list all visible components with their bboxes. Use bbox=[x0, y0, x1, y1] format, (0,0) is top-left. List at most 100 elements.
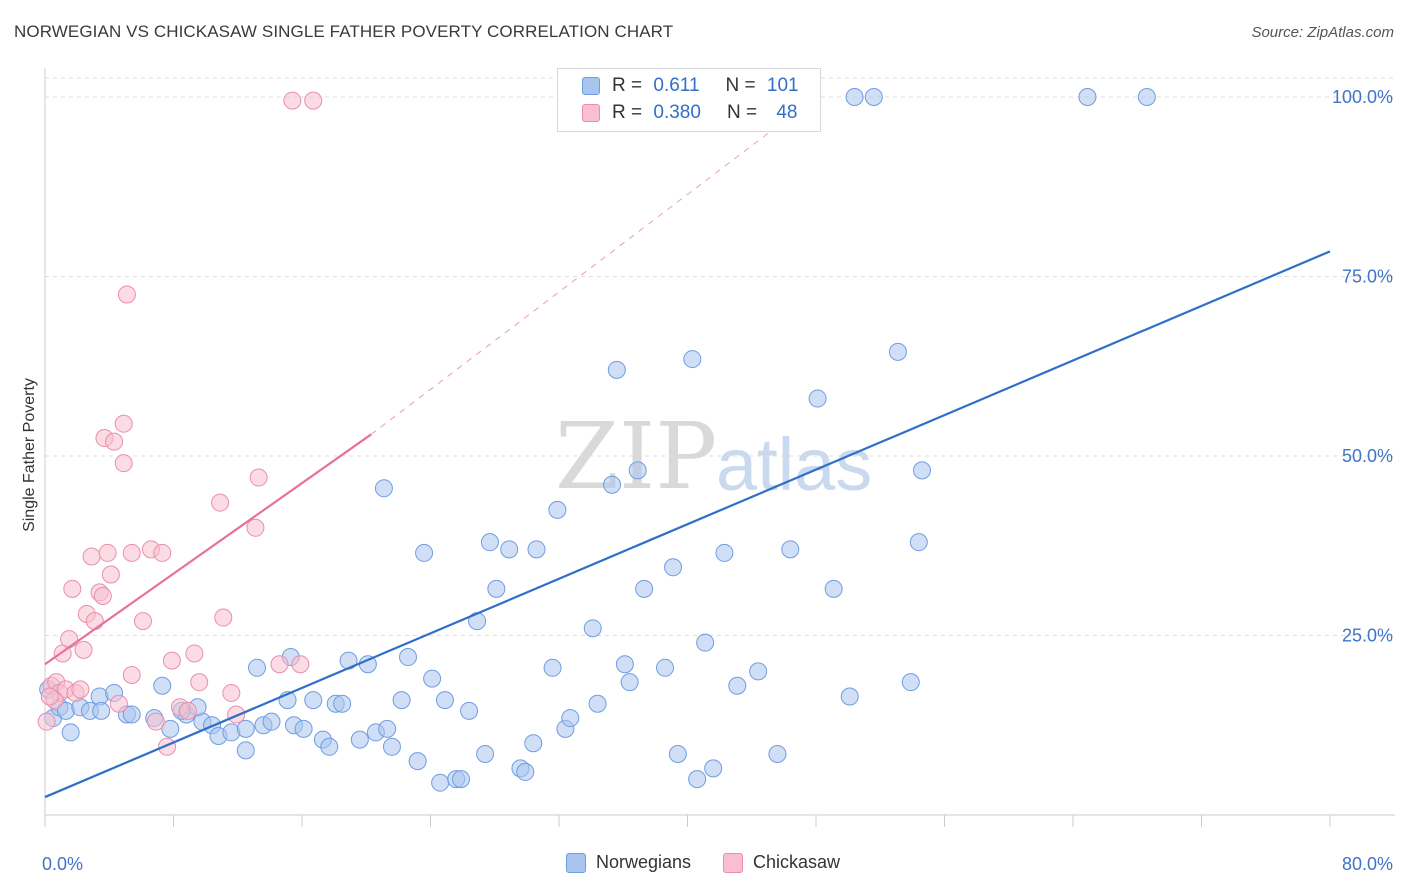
chickasaw-point bbox=[122, 665, 141, 684]
chickasaw-point bbox=[190, 673, 209, 692]
norwegians-point bbox=[350, 730, 369, 749]
watermark-atlas: atlas bbox=[716, 423, 872, 506]
stats-row-chickasaw: R = 0.380 N = 48 bbox=[582, 100, 797, 126]
chart-title: NORWEGIAN VS CHICKASAW SINGLE FATHER POV… bbox=[14, 22, 674, 41]
legend-label: Norwegians bbox=[595, 852, 691, 872]
r-label: R = bbox=[612, 75, 643, 96]
stats-legend: R = 0.611 N = 101 R = 0.380 N = 48 bbox=[557, 68, 821, 132]
norwegians-point bbox=[603, 475, 622, 494]
chickasaw-point bbox=[185, 644, 204, 663]
chickasaw-point bbox=[101, 565, 120, 584]
norwegians-point bbox=[248, 658, 267, 677]
legend-label: Chickasaw bbox=[753, 852, 841, 872]
norwegians-point bbox=[392, 691, 411, 710]
chickasaw-point bbox=[246, 518, 265, 537]
norwegians-point bbox=[683, 350, 702, 369]
series-legend: Norwegians Chickasaw bbox=[0, 852, 1406, 873]
norwegians-point bbox=[781, 540, 800, 559]
chickasaw-trend-extension bbox=[370, 96, 817, 435]
norwegians-point bbox=[527, 540, 546, 559]
chickasaw-point bbox=[37, 712, 56, 731]
chickasaw-point bbox=[122, 543, 141, 562]
norwegians-point bbox=[635, 579, 654, 598]
norwegians-point bbox=[607, 360, 626, 379]
chickasaw-point bbox=[162, 651, 181, 670]
chickasaw-point bbox=[60, 630, 79, 649]
norwegians-point bbox=[487, 579, 506, 598]
chickasaw-point bbox=[283, 91, 302, 110]
y-tick-label: 50.0% bbox=[1342, 446, 1393, 466]
norwegians-point bbox=[845, 88, 864, 106]
norwegians-point bbox=[161, 719, 180, 738]
chickasaw-point bbox=[133, 612, 152, 631]
chickasaw-point bbox=[105, 432, 124, 451]
stats-row-norwegians: R = 0.611 N = 101 bbox=[582, 73, 799, 99]
norwegians-point bbox=[423, 669, 442, 688]
norwegians-point bbox=[61, 723, 80, 742]
norwegians-point bbox=[304, 691, 323, 710]
tick-labels: 25.0% 50.0% 75.0% 100.0% 0.0% 80.0% bbox=[42, 87, 1393, 874]
axes bbox=[44, 68, 1395, 827]
norwegians-point bbox=[415, 543, 434, 562]
norwegians-point bbox=[620, 673, 639, 692]
norwegians-point bbox=[543, 658, 562, 677]
norwegians-point bbox=[561, 709, 580, 728]
chickasaw-point bbox=[109, 694, 128, 713]
norwegians-point bbox=[524, 734, 543, 753]
chickasaw-trend-line bbox=[44, 433, 372, 666]
norwegians-point bbox=[615, 655, 634, 674]
chickasaw-point bbox=[146, 712, 165, 731]
norwegians-point bbox=[236, 719, 255, 738]
y-tick-label: 75.0% bbox=[1342, 267, 1393, 287]
y-tick-label: 25.0% bbox=[1342, 626, 1393, 646]
norwegians-point bbox=[92, 701, 111, 720]
chickasaw-point bbox=[63, 579, 82, 598]
norwegians-point bbox=[548, 500, 567, 519]
chickasaw-point bbox=[249, 468, 268, 487]
source-label: Source: ZipAtlas.com bbox=[1251, 24, 1394, 41]
r-value: 0.611 bbox=[653, 75, 700, 96]
norwegians-point bbox=[500, 540, 519, 559]
chickasaw-point bbox=[178, 701, 197, 720]
norwegians-point bbox=[749, 662, 768, 681]
norwegians-point bbox=[808, 389, 827, 408]
norwegians-point bbox=[728, 676, 747, 695]
norwegians-point bbox=[460, 701, 479, 720]
norwegians-point bbox=[628, 461, 647, 480]
norwegians-point bbox=[888, 342, 907, 361]
norwegians-point bbox=[824, 579, 843, 598]
chickasaw-point bbox=[71, 680, 90, 699]
norwegians-point bbox=[262, 712, 281, 731]
norwegians-point bbox=[668, 744, 687, 763]
legend-item-chickasaw[interactable]: Chickasaw bbox=[723, 852, 840, 873]
chickasaw-point bbox=[98, 543, 117, 562]
chickasaw-point bbox=[117, 285, 136, 304]
norwegians-point bbox=[583, 619, 602, 638]
chickasaw-swatch bbox=[582, 104, 600, 122]
r-label: R = bbox=[612, 102, 643, 123]
chickasaw-point bbox=[85, 612, 104, 631]
norwegians-legend-swatch bbox=[565, 852, 586, 873]
chickasaw-point bbox=[214, 608, 233, 627]
norwegians-point bbox=[333, 694, 352, 713]
norwegians-point bbox=[476, 744, 495, 763]
norwegians-point bbox=[153, 676, 172, 695]
norwegians-point bbox=[768, 744, 787, 763]
norwegians-point bbox=[588, 694, 607, 713]
n-label: N = bbox=[726, 102, 758, 123]
norwegians-point bbox=[431, 773, 450, 792]
n-value: 101 bbox=[766, 75, 799, 96]
chickasaw-point bbox=[304, 91, 323, 110]
chickasaw-point bbox=[74, 640, 93, 659]
legend-item-norwegians[interactable]: Norwegians bbox=[565, 852, 691, 873]
norwegians-point bbox=[378, 719, 397, 738]
norwegians-point bbox=[236, 741, 255, 760]
norwegians-point bbox=[435, 691, 454, 710]
x-tick-label: 80.0% bbox=[1342, 854, 1393, 874]
y-tick-label: 100.0% bbox=[1332, 87, 1393, 107]
chickasaw-point bbox=[93, 587, 112, 606]
n-value: 48 bbox=[776, 102, 798, 123]
norwegians-point bbox=[656, 658, 675, 677]
norwegians-trend-line bbox=[44, 250, 1331, 799]
